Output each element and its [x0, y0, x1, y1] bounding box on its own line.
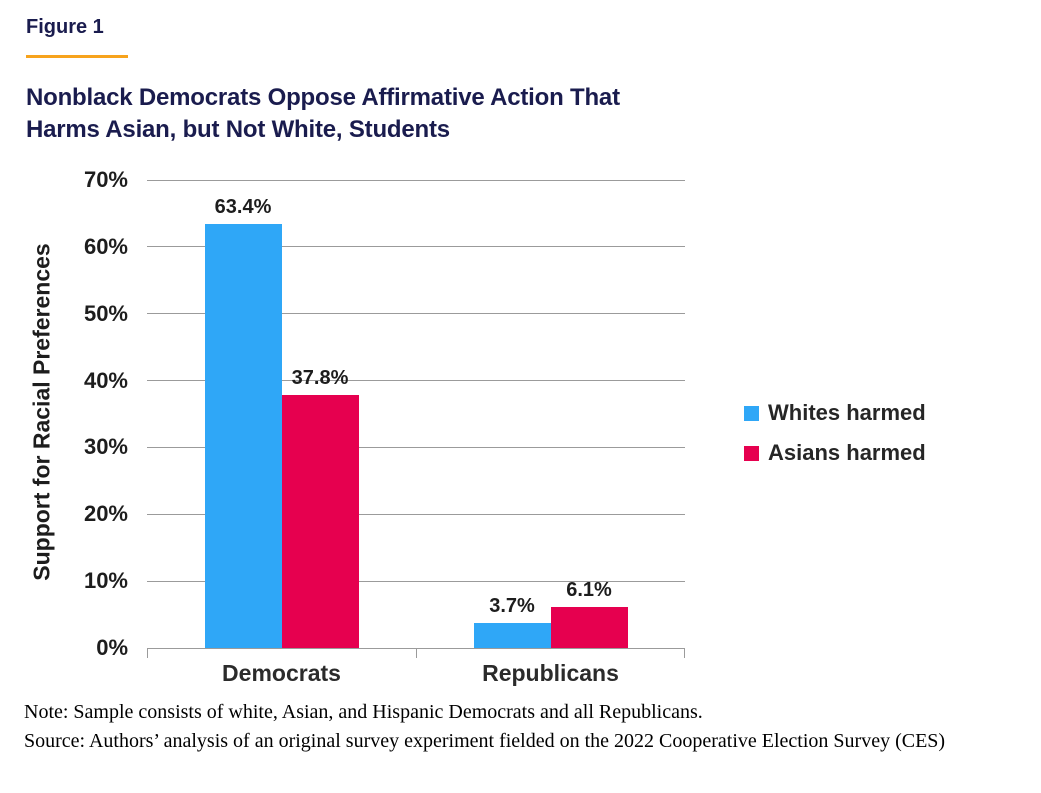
- y-axis-tick-label: 0%: [96, 635, 128, 660]
- bar-value-label: 3.7%: [489, 595, 535, 618]
- x-axis-label-republicans: Republicans: [482, 660, 619, 686]
- legend: Whites harmed Asians harmed: [744, 399, 926, 467]
- gridline: [147, 313, 685, 315]
- y-axis-tick-label: 70%: [83, 167, 128, 192]
- note-text: Note: Sample consists of white, Asian, a…: [24, 701, 703, 723]
- x-axis-tick: [147, 648, 148, 658]
- chart-title: Nonblack Democrats Oppose Affirmative Ac…: [26, 82, 620, 146]
- legend-swatch-asians-harmed: [744, 445, 759, 461]
- bar-value-label: 6.1%: [566, 579, 612, 602]
- x-axis-tick: [684, 648, 685, 658]
- bar-asians-harmed-democrats: [281, 395, 359, 648]
- figure-label-underline: [26, 55, 128, 58]
- source-text: Source: Authors’ analysis of an original…: [24, 730, 946, 752]
- legend-item: Asians harmed: [744, 439, 926, 467]
- plot-area: 63.4% 37.8% 3.7% 6.1%: [147, 179, 685, 658]
- bar-whites-harmed-democrats: [204, 224, 282, 648]
- x-axis-labels: Democrats Republicans: [147, 660, 685, 692]
- y-axis-tick-label: 50%: [83, 300, 128, 326]
- bar-value-label: 63.4%: [214, 196, 272, 219]
- bar-whites-harmed-republicans: [473, 623, 551, 648]
- gridline: [147, 380, 685, 382]
- gridline: [147, 446, 685, 448]
- bar-asians-harmed-republicans: [550, 607, 628, 648]
- y-axis-tick-label: 60%: [83, 233, 128, 259]
- legend-item-label: Asians harmed: [768, 440, 926, 465]
- chart-title-line1: Nonblack Democrats Oppose Affirmative Ac…: [26, 84, 620, 111]
- gridline: [147, 580, 685, 582]
- y-axis-tick-label: 20%: [83, 501, 128, 527]
- gridline: [147, 513, 685, 515]
- bar-value-label: 37.8%: [291, 367, 349, 390]
- y-axis-tick-label: 10%: [83, 568, 128, 594]
- figure-label: Figure 1: [26, 16, 104, 38]
- gridline: [147, 246, 685, 248]
- x-axis-tick: [416, 648, 417, 658]
- gridline: [147, 179, 685, 181]
- y-axis-tick-labels: 0% 10% 20% 30% 40% 50% 60% 70%: [0, 167, 128, 660]
- y-axis-tick-label: 30%: [83, 434, 128, 460]
- legend-swatch-whites-harmed: [744, 405, 759, 421]
- y-axis-tick-label: 40%: [83, 367, 128, 393]
- chart-title-line2: Harms Asian, but Not White, Students: [26, 116, 450, 143]
- legend-item-label: Whites harmed: [768, 400, 926, 425]
- legend-item: Whites harmed: [744, 399, 926, 427]
- x-axis-label-democrats: Democrats: [222, 660, 341, 686]
